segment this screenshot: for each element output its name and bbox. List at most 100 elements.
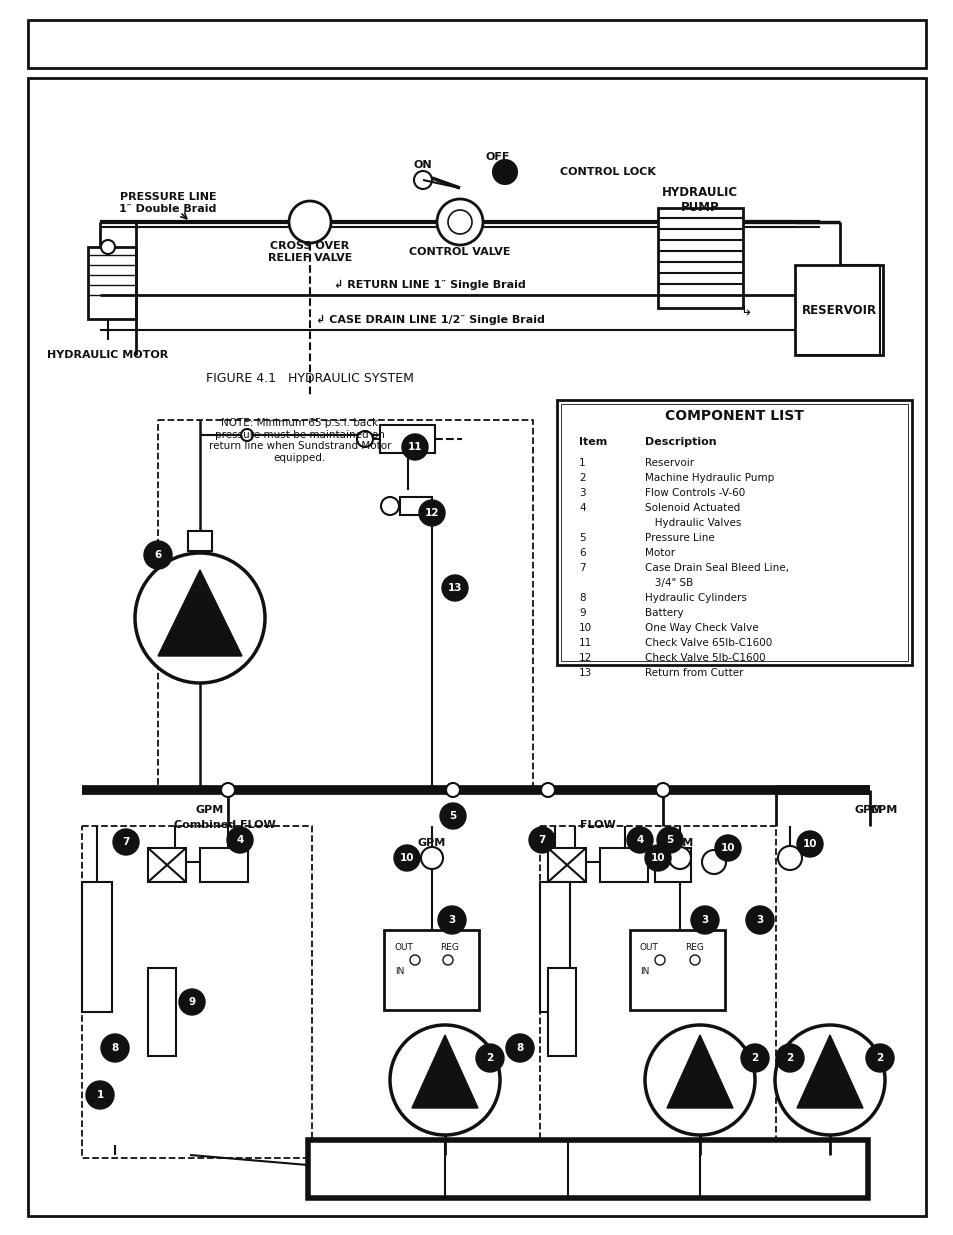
Text: ↲ RETURN LINE 1″ Single Braid: ↲ RETURN LINE 1″ Single Braid <box>334 280 525 290</box>
Bar <box>557 400 911 664</box>
Text: REG: REG <box>684 944 703 952</box>
Text: Check Valve 65lb-C1600: Check Valve 65lb-C1600 <box>644 638 771 648</box>
Circle shape <box>436 199 482 245</box>
Text: FIGURE 4.1   HYDRAULIC SYSTEM: FIGURE 4.1 HYDRAULIC SYSTEM <box>206 372 414 384</box>
Bar <box>547 848 585 882</box>
Text: FLOW: FLOW <box>579 820 616 830</box>
Text: NOTE: Minimum 65 p.s.i. back
pressure must be maintained on
return line when Sun: NOTE: Minimum 65 p.s.i. back pressure mu… <box>209 417 391 463</box>
Text: 2: 2 <box>751 1053 758 1063</box>
Circle shape <box>778 846 801 869</box>
Text: 13: 13 <box>447 583 462 593</box>
Text: 11: 11 <box>578 638 592 648</box>
Text: 3/4" SB: 3/4" SB <box>644 578 693 588</box>
Text: 1: 1 <box>578 458 585 468</box>
Circle shape <box>420 847 442 869</box>
Bar <box>148 848 186 882</box>
Circle shape <box>714 835 740 861</box>
Polygon shape <box>666 1035 732 1108</box>
Circle shape <box>414 170 432 189</box>
Polygon shape <box>412 1035 477 1108</box>
Text: Motor: Motor <box>644 548 675 558</box>
Circle shape <box>289 201 331 243</box>
Circle shape <box>101 240 115 254</box>
Text: 3: 3 <box>448 915 456 925</box>
Circle shape <box>390 1025 499 1135</box>
Text: IN: IN <box>395 967 404 977</box>
Text: 7: 7 <box>122 837 130 847</box>
Text: 10: 10 <box>578 622 592 634</box>
Circle shape <box>86 1081 113 1109</box>
Circle shape <box>394 845 419 871</box>
Circle shape <box>144 541 172 569</box>
Circle shape <box>701 850 725 874</box>
Text: 10: 10 <box>720 844 735 853</box>
Circle shape <box>135 553 265 683</box>
Bar <box>599 848 647 882</box>
Text: 3: 3 <box>756 915 762 925</box>
Text: 2: 2 <box>486 1053 493 1063</box>
Text: 11: 11 <box>407 442 422 452</box>
Bar <box>560 404 907 661</box>
Circle shape <box>529 827 555 853</box>
Text: CONTROL LOCK: CONTROL LOCK <box>559 167 655 177</box>
Circle shape <box>668 847 690 869</box>
Bar <box>539 882 569 1011</box>
Circle shape <box>446 783 459 797</box>
Circle shape <box>439 803 465 829</box>
Text: GPM: GPM <box>854 805 882 815</box>
Text: 3: 3 <box>700 915 708 925</box>
Text: 10: 10 <box>399 853 414 863</box>
Circle shape <box>441 576 468 601</box>
Circle shape <box>380 496 398 515</box>
Text: 6: 6 <box>154 550 161 559</box>
Text: CONTROL VALVE: CONTROL VALVE <box>409 247 510 257</box>
Text: Flow Controls -V-60: Flow Controls -V-60 <box>644 488 744 498</box>
Text: 5: 5 <box>666 835 673 845</box>
Text: 5: 5 <box>578 534 585 543</box>
Circle shape <box>656 783 669 797</box>
Circle shape <box>356 431 373 447</box>
Text: GPM: GPM <box>869 805 898 815</box>
Circle shape <box>442 955 453 965</box>
Text: Return from Cutter: Return from Cutter <box>644 668 742 678</box>
Text: 7: 7 <box>578 563 585 573</box>
Circle shape <box>626 827 652 853</box>
Text: GPM: GPM <box>417 839 446 848</box>
Text: Check Valve 5lb-C1600: Check Valve 5lb-C1600 <box>644 653 765 663</box>
Text: Description: Description <box>644 437 716 447</box>
Circle shape <box>644 1025 754 1135</box>
Circle shape <box>241 429 253 441</box>
Text: GPM: GPM <box>195 805 224 815</box>
Circle shape <box>179 989 205 1015</box>
Circle shape <box>227 827 253 853</box>
Text: IN: IN <box>639 967 649 977</box>
Bar <box>308 1140 867 1198</box>
Text: 13: 13 <box>578 668 592 678</box>
Circle shape <box>644 845 670 871</box>
Text: HYDRAULIC
PUMP: HYDRAULIC PUMP <box>661 186 738 214</box>
Circle shape <box>775 1044 803 1072</box>
Text: 4: 4 <box>636 835 643 845</box>
Text: 2: 2 <box>876 1053 882 1063</box>
Text: Battery: Battery <box>644 608 683 618</box>
Text: 7: 7 <box>537 835 545 845</box>
Bar <box>188 531 212 551</box>
Text: 4: 4 <box>236 835 243 845</box>
Circle shape <box>689 955 700 965</box>
Circle shape <box>740 1044 768 1072</box>
Bar <box>82 882 112 1011</box>
Text: Combined FLOW: Combined FLOW <box>174 820 275 830</box>
Circle shape <box>796 831 822 857</box>
Polygon shape <box>796 1035 862 1108</box>
Bar <box>399 496 432 515</box>
Bar <box>148 968 175 1056</box>
Text: 4: 4 <box>578 503 585 513</box>
Text: One Way Check Valve: One Way Check Valve <box>644 622 758 634</box>
Text: PRESSURE LINE
1″ Double Braid: PRESSURE LINE 1″ Double Braid <box>119 193 216 214</box>
Text: Pressure Line: Pressure Line <box>644 534 714 543</box>
Text: Hydraulic Cylinders: Hydraulic Cylinders <box>644 593 746 603</box>
Circle shape <box>745 906 773 934</box>
Text: Hydraulic Valves: Hydraulic Valves <box>644 517 740 529</box>
Text: HYDRAULIC MOTOR: HYDRAULIC MOTOR <box>48 350 169 359</box>
Bar <box>200 848 248 882</box>
